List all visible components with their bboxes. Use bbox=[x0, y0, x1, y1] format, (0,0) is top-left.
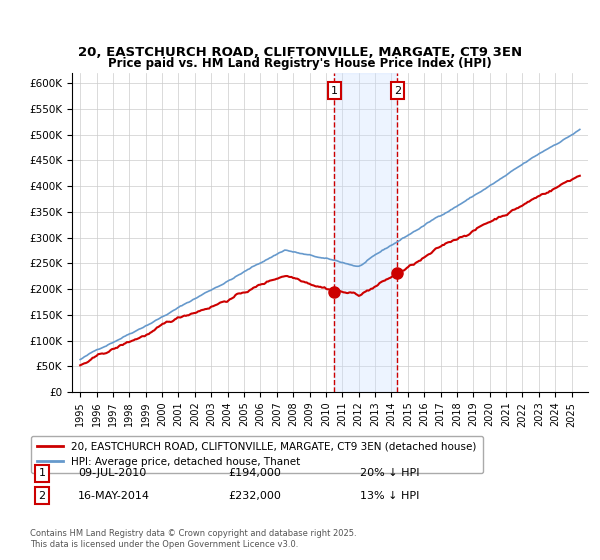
Text: 1: 1 bbox=[38, 468, 46, 478]
Text: 1: 1 bbox=[331, 86, 338, 96]
Text: 20% ↓ HPI: 20% ↓ HPI bbox=[360, 468, 419, 478]
Bar bbox=[334, 73, 397, 392]
Text: 16-MAY-2014: 16-MAY-2014 bbox=[78, 491, 150, 501]
Text: Contains HM Land Registry data © Crown copyright and database right 2025.
This d: Contains HM Land Registry data © Crown c… bbox=[30, 529, 356, 549]
Text: 09-JUL-2010: 09-JUL-2010 bbox=[78, 468, 146, 478]
Text: Price paid vs. HM Land Registry's House Price Index (HPI): Price paid vs. HM Land Registry's House … bbox=[108, 57, 492, 70]
Legend: 20, EASTCHURCH ROAD, CLIFTONVILLE, MARGATE, CT9 3EN (detached house), HPI: Avera: 20, EASTCHURCH ROAD, CLIFTONVILLE, MARGA… bbox=[31, 436, 483, 473]
Text: 2: 2 bbox=[38, 491, 46, 501]
Text: 13% ↓ HPI: 13% ↓ HPI bbox=[360, 491, 419, 501]
Text: £194,000: £194,000 bbox=[228, 468, 281, 478]
Text: £232,000: £232,000 bbox=[228, 491, 281, 501]
Text: 2: 2 bbox=[394, 86, 401, 96]
Text: 20, EASTCHURCH ROAD, CLIFTONVILLE, MARGATE, CT9 3EN: 20, EASTCHURCH ROAD, CLIFTONVILLE, MARGA… bbox=[78, 46, 522, 59]
